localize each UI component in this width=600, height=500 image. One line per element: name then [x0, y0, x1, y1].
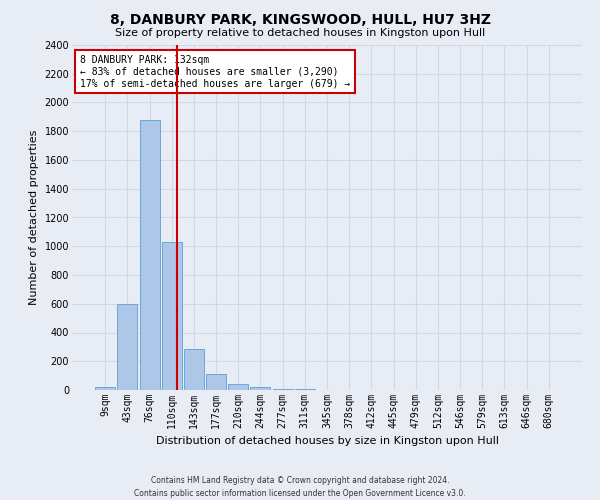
Bar: [95, 388, 115, 390]
Text: Size of property relative to detached houses in Kingston upon Hull: Size of property relative to detached ho…: [115, 28, 485, 38]
Bar: [118, 304, 137, 390]
Bar: [228, 384, 248, 390]
X-axis label: Distribution of detached houses by size in Kingston upon Hull: Distribution of detached houses by size …: [155, 436, 499, 446]
Text: 8, DANBURY PARK, KINGSWOOD, HULL, HU7 3HZ: 8, DANBURY PARK, KINGSWOOD, HULL, HU7 3H…: [110, 12, 491, 26]
Bar: [184, 349, 204, 390]
Text: 8 DANBURY PARK: 132sqm
← 83% of detached houses are smaller (3,290)
17% of semi-: 8 DANBURY PARK: 132sqm ← 83% of detached…: [80, 56, 350, 88]
Bar: [272, 388, 293, 390]
Text: Contains HM Land Registry data © Crown copyright and database right 2024.
Contai: Contains HM Land Registry data © Crown c…: [134, 476, 466, 498]
Bar: [206, 374, 226, 390]
Bar: [162, 242, 182, 390]
Bar: [295, 389, 315, 390]
Bar: [140, 120, 160, 390]
Bar: [250, 387, 271, 390]
Y-axis label: Number of detached properties: Number of detached properties: [29, 130, 39, 305]
